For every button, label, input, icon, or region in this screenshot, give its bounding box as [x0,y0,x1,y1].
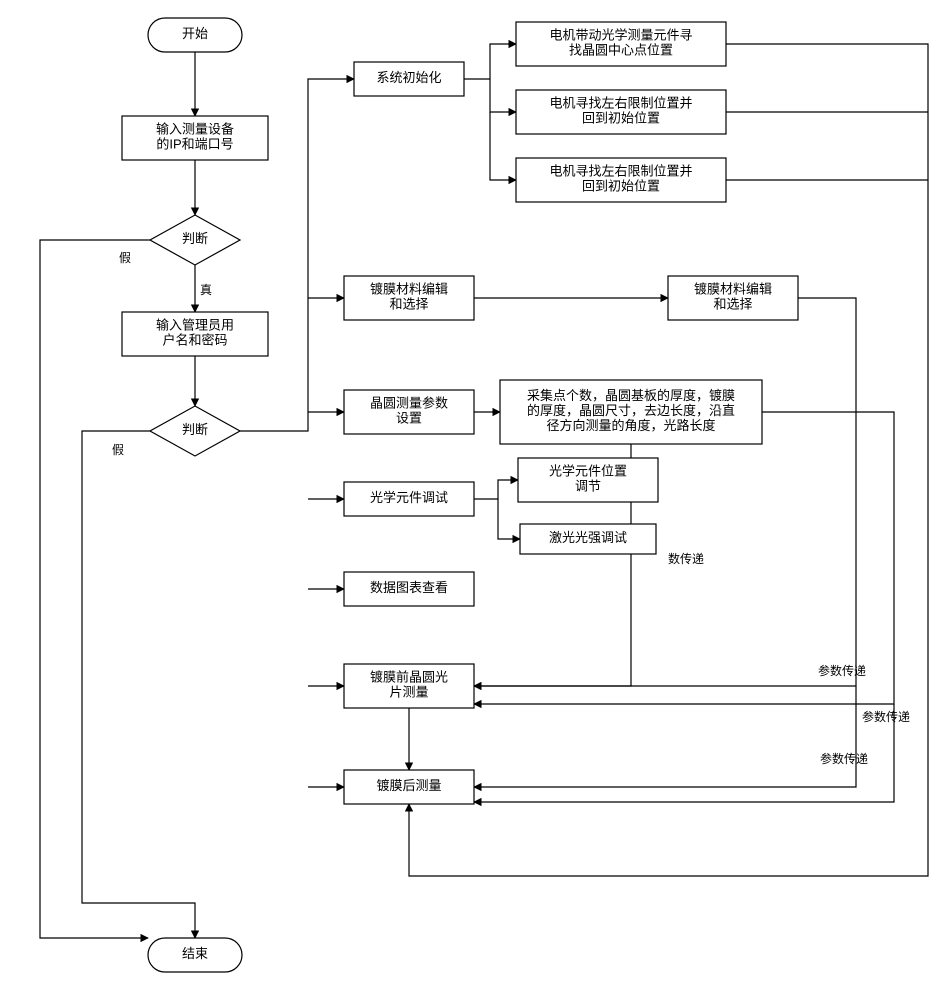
node-start: 开始 [148,18,242,52]
edge-label: 假 [119,251,131,265]
node-label: 系统初始化 [376,70,441,85]
node-data_view: 数据图表查看 [344,572,474,606]
edge-label: 参数传递 [820,751,868,766]
node-end: 结束 [148,938,242,972]
node-r2: 电机寻找左右限制位置并回到初始位置 [516,90,726,134]
edge-label: 真 [200,283,212,297]
node-sysinit: 系统初始化 [354,62,464,96]
node-pre_meas: 镀膜前晶圆光片测量 [344,664,474,708]
edge [490,112,516,180]
edge [474,480,518,499]
node-label: 数据图表查看 [370,580,448,595]
node-label: 判断 [182,422,208,437]
node-input_ip: 输入测量设备的IP和端口号 [122,116,268,160]
node-judge1: 判断 [150,215,240,265]
node-label: 输入测量设备的IP和端口号 [156,122,234,152]
node-label: 光学元件调试 [370,490,448,505]
node-post_meas: 镀膜后测量 [344,770,474,804]
flowchart-svg: 开始输入测量设备的IP和端口号判断输入管理员用户名和密码判断系统初始化电机带动光… [0,0,945,1000]
node-opt_debug: 光学元件调试 [344,482,474,516]
node-label: 激光光强调试 [549,530,627,545]
edge-label: 数传递 [668,551,704,566]
node-label: 结束 [182,946,208,961]
node-param_set: 晶圆测量参数设置 [344,390,474,434]
node-input_usr: 输入管理员用户名和密码 [122,312,268,356]
node-coat_edit_l: 镀膜材料编辑和选择 [344,276,474,320]
edge-label: 假 [112,443,124,457]
edge-label: 参数传递 [862,709,910,724]
node-label: 开始 [182,26,208,41]
node-coat_edit_r: 镀膜材料编辑和选择 [668,276,798,320]
edge [82,431,195,938]
edge-label: 参数传递 [818,663,866,678]
node-label: 采集点个数，晶圆基板的厚度，镀膜的厚度，晶圆尺寸，去边长度，沿直径方向测量的角度… [527,388,735,433]
node-opt_pos: 光学元件位置调节 [518,458,658,502]
node-label: 电机带动光学测量元件寻找晶圆中心点位置 [549,28,692,58]
edge [498,499,520,539]
node-laser: 激光光强调试 [520,524,656,554]
edge [464,44,516,79]
node-param_desc: 采集点个数，晶圆基板的厚度，镀膜的厚度，晶圆尺寸，去边长度，沿直径方向测量的角度… [500,380,762,444]
edge [474,686,856,787]
node-label: 镀膜后测量 [376,778,441,793]
node-judge2: 判断 [150,406,240,456]
node-label: 判断 [182,231,208,246]
edge [490,79,516,112]
node-label: 输入管理员用户名和密码 [156,318,234,348]
node-r3: 电机寻找左右限制位置并回到初始位置 [516,158,726,202]
node-r1: 电机带动光学测量元件寻找晶圆中心点位置 [516,22,726,66]
